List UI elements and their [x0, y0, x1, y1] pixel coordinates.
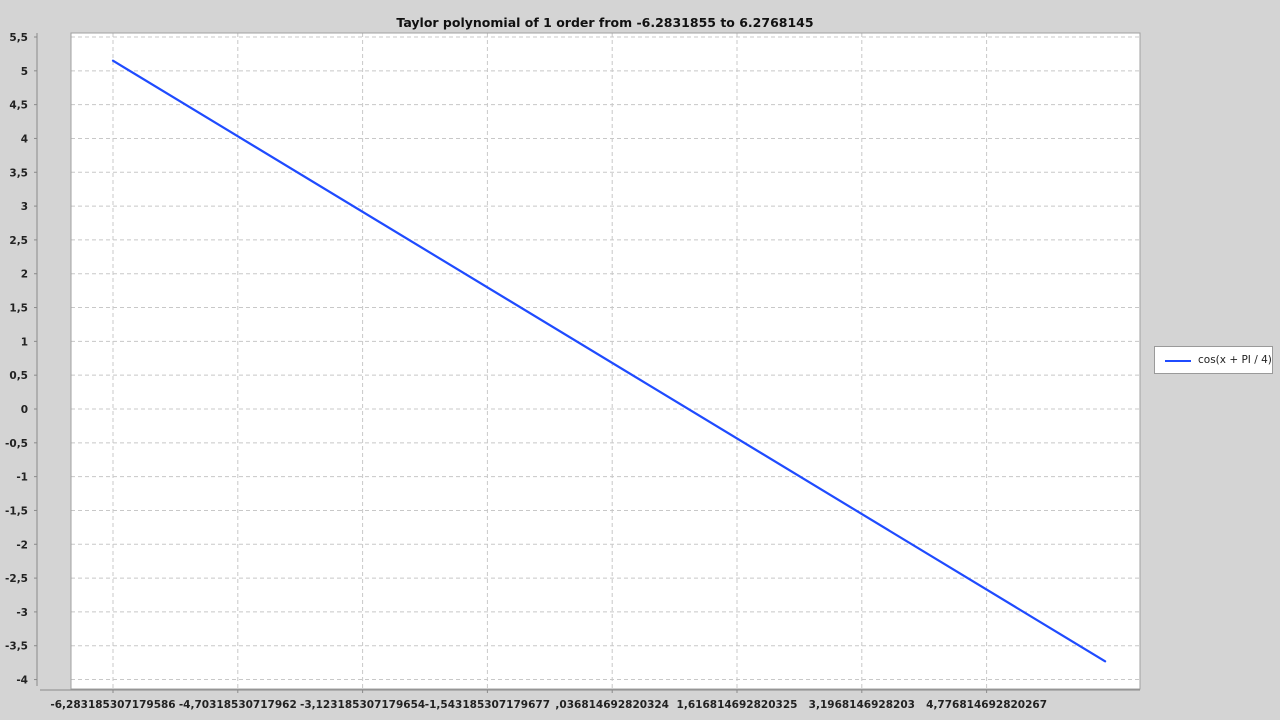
series-line	[111, 59, 1107, 663]
x-tick-label: -3,123185307179654	[300, 699, 425, 711]
x-tick-label: 3,1968146928203	[809, 699, 915, 711]
axes	[34, 32, 1141, 693]
y-tick-label: -2	[16, 539, 28, 551]
y-tick-label: 4	[21, 133, 28, 145]
x-tick-label: -1,543185307179677	[425, 699, 550, 711]
y-tick-label: 2	[21, 269, 28, 281]
chart-title: Taylor polynomial of 1 order from -6.283…	[396, 15, 813, 30]
legend-label: cos(x + PI / 4)	[1198, 354, 1272, 366]
y-tick-label: 5	[21, 66, 28, 78]
y-tick-label: 1,5	[9, 303, 28, 315]
y-tick-label: 0,5	[9, 370, 28, 382]
y-tick-labels: 5,5 5 4,5 4 3,5 3 2,5 2 1,5 1 0,5 0 -0,5 -1 -1,5 -2 -2,5…	[5, 32, 28, 687]
legend: cos(x + PI / 4)	[1154, 346, 1273, 374]
y-tick-label: -4	[16, 675, 28, 687]
y-tick-label: -1	[16, 472, 28, 484]
legend-swatch	[1165, 360, 1191, 362]
plot-border	[70, 32, 1141, 690]
grid-lines	[71, 33, 1140, 689]
y-tick-label: 3	[21, 201, 28, 213]
y-tick-label: 0	[21, 404, 28, 416]
y-tick-label: 5,5	[9, 32, 28, 44]
x-tick-label: 1,616814692820325	[677, 699, 798, 711]
y-tick-label: 4,5	[9, 100, 28, 112]
y-tick-label: -1,5	[5, 505, 28, 517]
x-tick-label: ,036814692820324	[555, 699, 669, 711]
y-tick-label: -0,5	[5, 438, 28, 450]
x-tick-label: -4,70318530717962	[179, 699, 297, 711]
x-tick-labels: -6,283185307179586 -4,70318530717962 -3,12…	[50, 699, 1047, 711]
y-tick-label: -2,5	[5, 573, 28, 585]
y-tick-label: -3	[16, 607, 28, 619]
y-tick-label: -3,5	[5, 641, 28, 653]
x-tick-label: 4,776814692820267	[926, 699, 1047, 711]
y-tick-label: 3,5	[9, 167, 28, 179]
x-tick-label: -6,283185307179586	[50, 699, 175, 711]
series-lines	[111, 59, 1107, 663]
y-tick-label: 2,5	[9, 235, 28, 247]
y-tick-label: 1	[21, 336, 28, 348]
